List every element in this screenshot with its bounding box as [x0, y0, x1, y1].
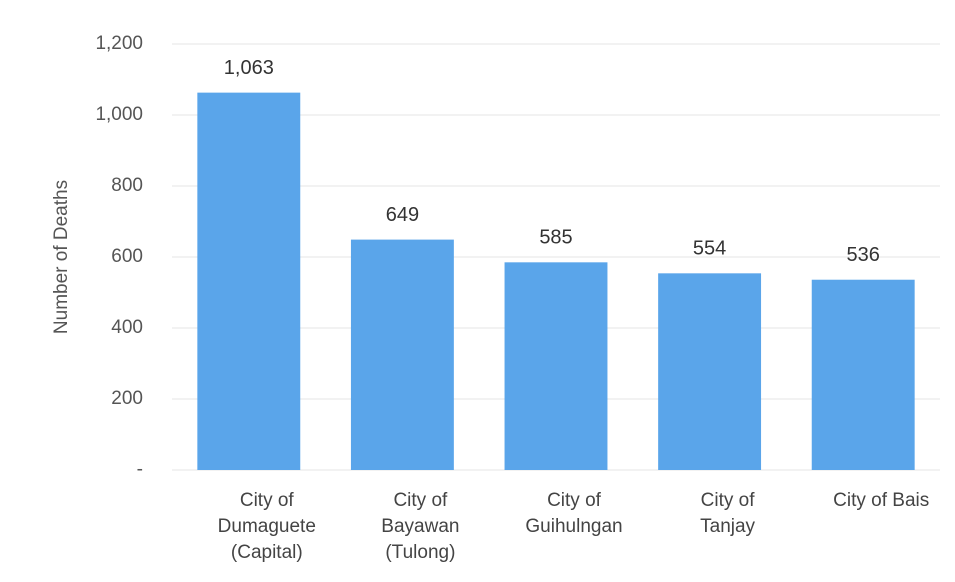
value-label: 649: [386, 204, 419, 226]
x-tick-label: City of Dumaguete (Capital): [217, 490, 316, 563]
y-tick-label: 1,000: [95, 104, 143, 125]
x-tick-label: City of Bayawan (Tulong): [381, 490, 460, 563]
bar: [811, 279, 915, 470]
value-label: 585: [539, 227, 572, 249]
bar: [504, 262, 608, 470]
x-tick-label: City of Guihulngan: [525, 490, 623, 537]
bar: [658, 273, 762, 470]
y-tick-label: -: [137, 459, 143, 480]
value-label: 536: [847, 244, 880, 266]
y-tick-label: 600: [111, 246, 143, 267]
x-tick-label: City of Bais: [833, 490, 930, 511]
value-label: 554: [693, 238, 726, 260]
y-tick-label: 200: [111, 388, 143, 409]
y-tick-label: 400: [111, 317, 143, 338]
x-tick-label: City of Tanjay: [700, 490, 756, 537]
y-axis-title: Number of Deaths: [51, 180, 72, 334]
value-label: 1,063: [224, 57, 274, 79]
bar: [350, 239, 454, 470]
bar: [197, 92, 301, 470]
y-tick-label: 800: [111, 175, 143, 196]
y-tick-label: 1,200: [95, 33, 143, 54]
